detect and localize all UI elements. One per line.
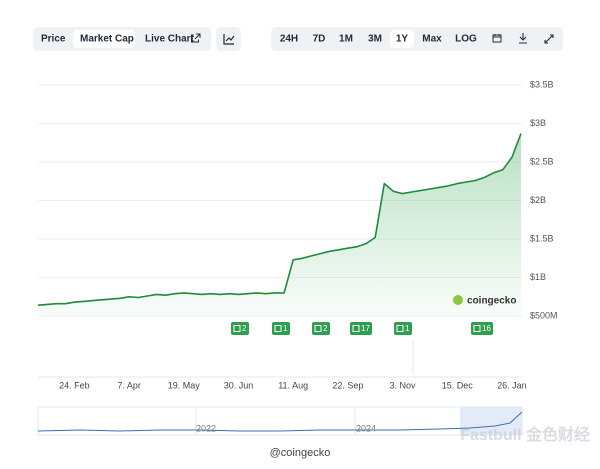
event-icon	[352, 325, 360, 332]
y-tick-label: $3B	[530, 118, 546, 128]
range-group	[271, 27, 563, 51]
event-count: 2	[242, 324, 247, 333]
x-tick-label: 7. Apr	[117, 380, 141, 390]
tab[interactable]: Price	[41, 34, 66, 45]
range-button[interactable]: 3M	[368, 34, 382, 45]
x-tick-label: 26. Jan	[497, 380, 527, 390]
y-tick-label: $500M	[530, 310, 558, 320]
event-count: 1	[405, 324, 410, 333]
range-button[interactable]: 1M	[339, 34, 353, 45]
x-tick-label: 22. Sep	[332, 380, 363, 390]
range-button[interactable]: 24H	[280, 34, 298, 45]
line	[37, 133, 522, 306]
calendar-icon[interactable]	[492, 34, 502, 43]
active-range	[390, 30, 414, 48]
event-icon	[473, 325, 481, 332]
event-count: 1	[283, 324, 288, 333]
range-button[interactable]: Max	[422, 34, 442, 45]
navigator-label: 2024	[356, 423, 376, 433]
area	[38, 133, 521, 316]
event-icon	[233, 325, 241, 332]
event-icon	[314, 325, 322, 332]
event-count: 16	[482, 324, 491, 333]
x-tick-label: 3. Nov	[390, 380, 417, 390]
range-button[interactable]: 1Y	[396, 34, 409, 45]
y-tick-label: $1.5B	[530, 233, 554, 243]
external-icon	[191, 33, 201, 43]
tab[interactable]: Market Cap	[80, 34, 134, 45]
y-tick-label: $2.5B	[530, 156, 554, 166]
x-tick-label: 15. Dec	[442, 380, 474, 390]
x-tick-label: 30. Jun	[224, 380, 254, 390]
y-tick-label: $2B	[530, 195, 546, 205]
chart-icon	[223, 34, 235, 45]
y-tick-label: $1B	[530, 272, 546, 282]
navigator-label: 2022	[196, 423, 216, 433]
download-icon[interactable]	[519, 33, 527, 44]
y-tick-label: $3.5B	[530, 79, 554, 89]
event-count: 2	[323, 324, 328, 333]
range-button[interactable]: LOG	[455, 34, 477, 45]
logo-icon	[453, 295, 463, 305]
corner-watermark: Fastbull 金色财经	[460, 425, 590, 444]
expand-icon[interactable]	[544, 34, 554, 44]
event-icon	[396, 325, 404, 332]
logo-text: coingecko	[467, 296, 516, 307]
event-count: 17	[361, 324, 370, 333]
navigator-line	[37, 411, 523, 432]
event-icon	[274, 325, 282, 332]
tab[interactable]: Live Chart	[145, 34, 195, 45]
watermark: @coingecko	[270, 447, 331, 459]
x-tick-label: 24. Feb	[59, 380, 90, 390]
active-tab	[73, 30, 135, 48]
x-tick-label: 11. Aug	[278, 380, 308, 390]
range-button[interactable]: 7D	[313, 34, 326, 45]
x-tick-label: 19. May	[168, 380, 201, 390]
